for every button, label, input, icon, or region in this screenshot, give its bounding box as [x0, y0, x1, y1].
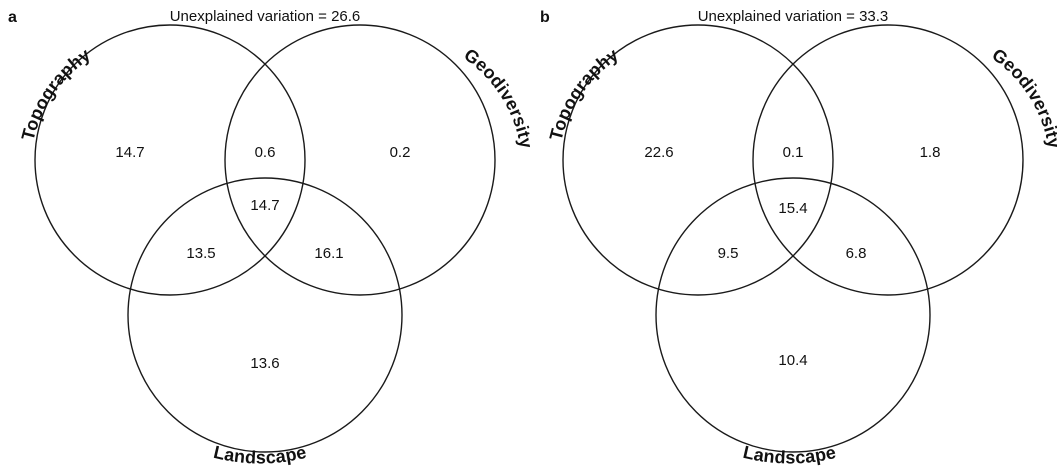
topography-circle: [34, 24, 306, 296]
geodiversity-only-value: 0.2: [390, 144, 411, 161]
topography-circle: [562, 24, 834, 296]
topography-landscape-value: 13.5: [186, 245, 215, 262]
topography-label: Topography: [546, 44, 622, 142]
unexplained-variation: Unexplained variation = 26.6: [170, 8, 361, 25]
panel-label: a: [8, 9, 17, 26]
topography-only-value: 22.6: [644, 144, 673, 161]
topography-only-value: 14.7: [115, 144, 144, 161]
all-three-value: 14.7: [250, 197, 279, 214]
landscape-only-value: 10.4: [778, 352, 807, 369]
panel-b: b Unexplained variation = 33.3 Topograph…: [540, 8, 1057, 468]
geodiversity-only-value: 1.8: [920, 144, 941, 161]
panel-label: b: [540, 9, 550, 26]
topography-geodiversity-value: 0.1: [783, 144, 804, 161]
landscape-label: Landscape: [212, 442, 309, 468]
topography-geodiversity-value: 0.6: [255, 144, 276, 161]
topography-label: Topography: [18, 44, 94, 142]
landscape-label: Landscape: [741, 442, 838, 468]
geodiversity-landscape-value: 16.1: [314, 245, 343, 262]
geodiversity-circle: [224, 24, 496, 296]
geodiversity-circle: [752, 24, 1024, 296]
panel-a: a Unexplained variation = 26.6 Topograph…: [8, 8, 536, 468]
geodiversity-label: Geodiversity: [988, 44, 1057, 150]
all-three-value: 15.4: [778, 200, 807, 217]
landscape-only-value: 13.6: [250, 355, 279, 372]
geodiversity-landscape-value: 6.8: [846, 245, 867, 262]
geodiversity-label: Geodiversity: [460, 44, 536, 150]
landscape-circle: [655, 177, 931, 453]
topography-landscape-value: 9.5: [718, 245, 739, 262]
landscape-circle: [127, 177, 403, 453]
unexplained-variation: Unexplained variation = 33.3: [698, 8, 889, 25]
